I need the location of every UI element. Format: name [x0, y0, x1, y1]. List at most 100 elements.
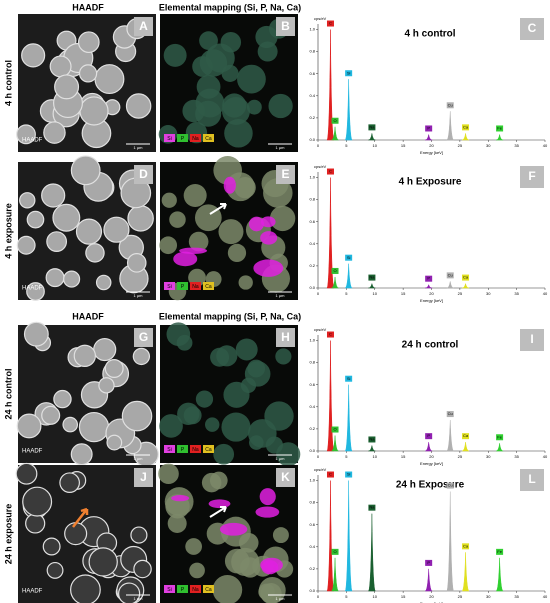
panel-letter: F — [528, 169, 535, 183]
cell-map — [224, 118, 253, 148]
peak-label-box — [496, 125, 504, 132]
cell — [70, 155, 101, 186]
y-tick-label: 0.0 — [309, 588, 315, 593]
legend-label: Na — [192, 587, 199, 593]
peak — [326, 480, 335, 592]
legend-label: Si — [167, 136, 171, 142]
cell — [46, 561, 64, 579]
magenta-deposit — [223, 176, 236, 194]
y-tick-label: 0.8 — [309, 500, 315, 505]
peak-label-box — [446, 411, 454, 418]
peak-label: Si — [347, 472, 351, 477]
legend-swatch — [190, 445, 201, 453]
cell-map — [159, 414, 183, 438]
peak-label: Cu — [448, 483, 453, 488]
x-tick-label: 25 — [458, 143, 463, 148]
panel-letter-box — [134, 328, 153, 347]
legend-label: Ca — [205, 284, 212, 290]
peak-label-box — [462, 274, 470, 281]
x-tick-label: 30 — [486, 594, 491, 599]
peak-label: C — [329, 472, 332, 477]
cell — [59, 472, 80, 494]
cell-map — [183, 183, 207, 208]
cell — [64, 522, 88, 546]
x-tick-label: 20 — [429, 594, 434, 599]
x-tick-label: 15 — [401, 291, 406, 296]
legend-label: Si — [167, 447, 171, 453]
cell — [79, 96, 109, 126]
y-tick-label: 0.4 — [309, 544, 315, 549]
x-tick-label: 35 — [514, 594, 519, 599]
cell — [49, 55, 72, 78]
panel-letter-box — [134, 17, 153, 36]
cell — [121, 400, 153, 432]
x-tick-label: 25 — [458, 454, 463, 459]
peak — [446, 281, 454, 289]
peak — [425, 568, 433, 592]
legend-label: P — [181, 447, 185, 453]
legend-swatch — [190, 134, 201, 142]
peak-label: Na — [369, 505, 375, 510]
scale-label: 1 µm — [134, 456, 144, 461]
y-tick-label: 0.4 — [309, 404, 315, 409]
magenta-deposit — [255, 506, 280, 518]
peak-label-box — [345, 70, 353, 77]
haadf-tag: HAADF — [22, 589, 43, 595]
cell — [94, 64, 125, 95]
peak — [344, 384, 353, 452]
peak-label: Fe — [497, 549, 502, 554]
letter-box — [520, 469, 544, 491]
cell — [16, 124, 36, 145]
peak-label-box — [368, 504, 376, 511]
y-tick-label: 0.0 — [309, 285, 315, 290]
legend-label: Na — [192, 136, 199, 142]
panel-letter: B — [281, 19, 290, 33]
y-axis-label: cps/eV — [314, 16, 327, 21]
peak-label-box — [331, 426, 339, 433]
y-tick-label: 0.8 — [309, 197, 315, 202]
x-tick-label: 30 — [486, 143, 491, 148]
peak-label-box — [446, 102, 454, 109]
cell — [106, 434, 123, 451]
cell — [21, 43, 46, 68]
peak-label: Ca — [463, 124, 469, 129]
cell-map — [260, 583, 282, 603]
panel-letter: G — [139, 330, 148, 344]
legend-swatch — [203, 282, 214, 290]
peak-label-box — [326, 168, 334, 175]
x-tick-label: 40 — [543, 594, 548, 599]
letter-box — [520, 166, 544, 188]
cell — [16, 413, 42, 439]
magenta-deposit — [253, 259, 284, 277]
y-tick-label: 0.8 — [309, 360, 315, 365]
peak-label-box — [446, 482, 454, 489]
legend-swatch — [177, 445, 188, 453]
peak-label: Si — [347, 376, 351, 381]
cell-map — [263, 178, 293, 208]
peak-label-box — [496, 434, 504, 441]
legend-label: P — [181, 136, 185, 142]
cell — [15, 462, 38, 485]
y-axis-label: cps/eV — [314, 164, 327, 169]
cell-map — [212, 574, 243, 603]
peak — [368, 445, 376, 452]
x-axis-label: Energy [keV] — [420, 601, 443, 603]
cell — [103, 216, 130, 243]
peak — [344, 79, 353, 141]
panel-letter-box — [276, 17, 295, 36]
cell-map — [231, 547, 260, 577]
cell-map — [221, 412, 251, 442]
row-label: 4 h control — [3, 60, 13, 106]
cell — [43, 121, 66, 144]
legend-swatch — [190, 282, 201, 290]
cell — [63, 270, 81, 288]
cell-map — [218, 219, 244, 245]
cell — [78, 411, 110, 443]
cell — [95, 274, 112, 291]
cell-map — [268, 93, 293, 119]
y-tick-label: 0.0 — [309, 137, 315, 142]
cell-map — [183, 406, 202, 425]
x-tick-label: 0 — [317, 454, 320, 459]
peak-label: Cu — [448, 411, 453, 416]
x-tick-label: 5 — [345, 594, 348, 599]
